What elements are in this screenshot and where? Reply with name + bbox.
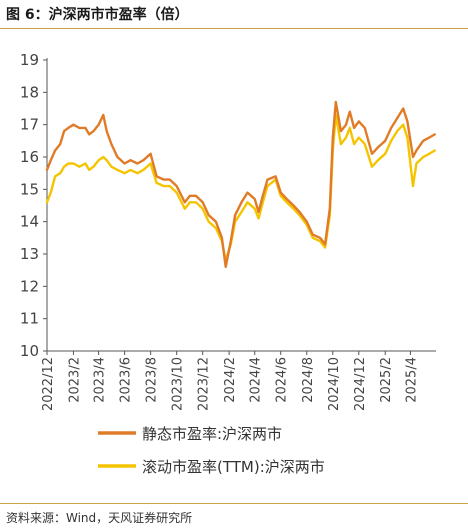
x-axis: 2022/12 2023/2 2023/4 2023/6 2023/8 2023/10 20… (41, 350, 436, 411)
x-tick-label: 2022/12 (41, 357, 56, 411)
y-tick-label: 19 (20, 51, 39, 69)
y-tick-label: 15 (20, 180, 39, 198)
y-tick-label: 18 (20, 83, 39, 101)
x-tick-label: 2024/6 (275, 357, 290, 403)
source-note: 资料来源：Wind，天风证券研究所 (6, 511, 193, 525)
x-tick-label: 2025/2 (379, 357, 394, 403)
y-tick-label: 10 (20, 342, 39, 360)
y-tick-label: 16 (20, 148, 39, 166)
x-tick-label: 2024/2 (223, 357, 238, 403)
title-rule (0, 28, 468, 29)
x-tick-label: 2023/2 (67, 357, 82, 403)
legend-label: 静态市盈率:沪深两市 (142, 425, 282, 443)
x-tick-label: 2024/12 (353, 357, 368, 411)
series-line (45, 113, 436, 262)
pe-line-chart: 10 11 12 13 14 15 16 17 18 19 2022/12 2023/2 2023/4… (20, 51, 436, 476)
y-tick-label: 12 (20, 277, 39, 295)
x-tick-label: 2023/12 (197, 357, 212, 411)
legend-label: 滚动市盈率(TTM):沪深两市 (142, 458, 325, 476)
series-layer (45, 100, 436, 269)
figure-title: 图 6：沪深两市市盈率（倍） (6, 7, 189, 23)
source-rule (0, 503, 468, 504)
x-tick-label: 2023/4 (93, 357, 108, 403)
x-tick-label: 2024/8 (301, 357, 316, 403)
y-tick-label: 13 (20, 245, 39, 263)
y-tick-label: 17 (20, 116, 39, 134)
y-tick-label: 14 (20, 213, 39, 231)
series-line (45, 100, 436, 269)
x-tick-label: 2023/8 (145, 357, 160, 403)
y-axis: 10 11 12 13 14 15 16 17 18 19 (20, 51, 48, 360)
x-tick-label: 2025/4 (404, 357, 419, 403)
x-tick-label: 2024/10 (327, 357, 342, 411)
y-tick-label: 11 (20, 310, 39, 328)
x-tick-label: 2023/6 (119, 357, 134, 403)
x-tick-label: 2024/4 (249, 357, 264, 403)
x-tick-label: 2023/10 (171, 357, 186, 411)
